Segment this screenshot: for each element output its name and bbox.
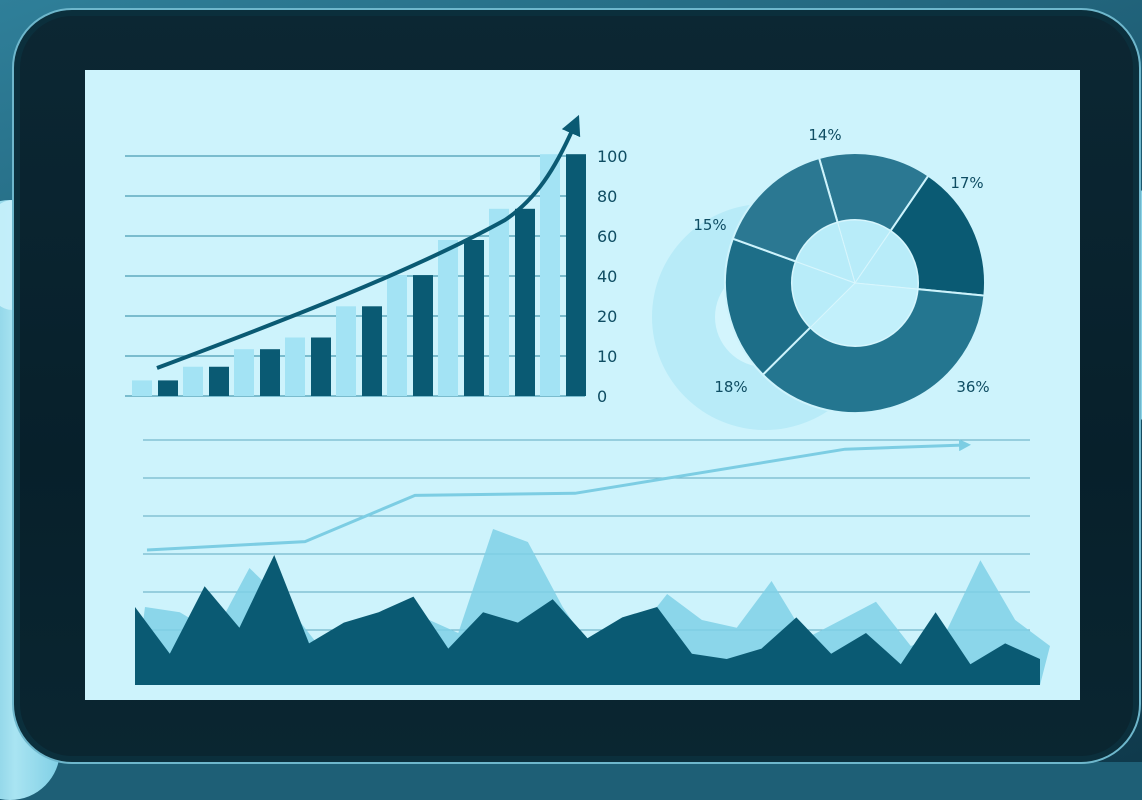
bar-y-tick-label: 10	[597, 347, 617, 366]
donut-slice-label: 14%	[808, 126, 841, 144]
bar-y-tick-label: 80	[597, 187, 617, 206]
bar-dark	[413, 275, 433, 396]
donut-inner-wedge	[809, 282, 919, 347]
bar-dark	[260, 349, 280, 396]
donut-inner-wedge	[791, 260, 856, 329]
area-trend-line	[146, 439, 971, 552]
donut-slice-label: 36%	[956, 378, 989, 396]
bar-light	[387, 275, 407, 396]
bar-light	[489, 208, 509, 396]
bar-trend-arrow	[156, 114, 581, 370]
donut-chart: 14% 17% 36% 18% 15%	[652, 126, 990, 430]
bar-light	[540, 154, 560, 396]
bar-light	[234, 349, 254, 396]
bar-dark	[566, 154, 586, 396]
donut-slice-label: 15%	[693, 216, 726, 234]
bar-light	[132, 380, 152, 396]
donut-inner-wedge	[854, 230, 919, 290]
bar-y-tick-label: 40	[597, 267, 617, 286]
bar-light	[183, 366, 203, 396]
bar-dark	[311, 337, 331, 396]
bar-dark	[158, 380, 178, 396]
bar-dark	[209, 366, 229, 396]
bar-y-tick-label: 20	[597, 307, 617, 326]
bar-y-tick-label: 0	[597, 387, 607, 406]
donut-slice-label: 17%	[950, 174, 983, 192]
bar-dark	[362, 306, 382, 396]
bar-light	[285, 337, 305, 396]
donut-slice-label: 18%	[714, 378, 747, 396]
bar-dark	[515, 208, 535, 396]
donut-inner-wedge	[795, 221, 856, 284]
bar-y-tick-label: 60	[597, 227, 617, 246]
bar-y-tick-label: 100	[597, 147, 628, 166]
area-series-dark	[135, 555, 1040, 685]
bar-dark	[464, 240, 484, 396]
bar-light	[438, 240, 458, 396]
tablet-screen: 100 80 60 40 20 10 0 14% 17% 36% 18% 15%	[85, 70, 1080, 700]
bar-light	[336, 306, 356, 396]
area-chart	[135, 439, 1050, 685]
